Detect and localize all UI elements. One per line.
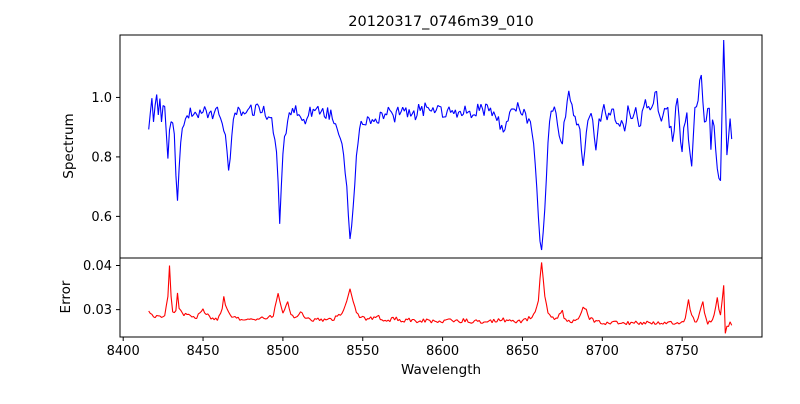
xtick-label: 8450 [186,344,219,359]
xtick-label: 8650 [506,344,539,359]
xtick-label: 8550 [346,344,379,359]
xtick-label: 8750 [666,344,699,359]
error-axes: 0.03 0.04 8400 8450 8500 8550 8600 8650 8700 8750 [83,257,763,359]
xtick-label: 8600 [426,344,459,359]
error-ytick-label: 0.03 [83,303,112,318]
error-y-axis-label: Error [58,280,74,313]
spectrum-axes: 0.6 0.8 1.0 [91,34,763,259]
spectrum-y-axis-label: Spectrum [61,113,77,178]
error-line [148,262,733,334]
xtick-label: 8500 [266,344,299,359]
xtick-label: 8400 [107,344,140,359]
chart-title: 20120317_0746m39_010 [348,14,533,30]
spectrum-ytick-label: 0.6 [91,210,112,225]
xtick-label: 8700 [586,344,619,359]
x-axis-label: Wavelength [401,362,481,378]
spectrum-line [148,39,733,251]
spectrum-ytick-label: 1.0 [91,91,112,106]
spectrum-ytick-label: 0.8 [91,150,112,165]
error-ytick-label: 0.04 [83,259,112,274]
